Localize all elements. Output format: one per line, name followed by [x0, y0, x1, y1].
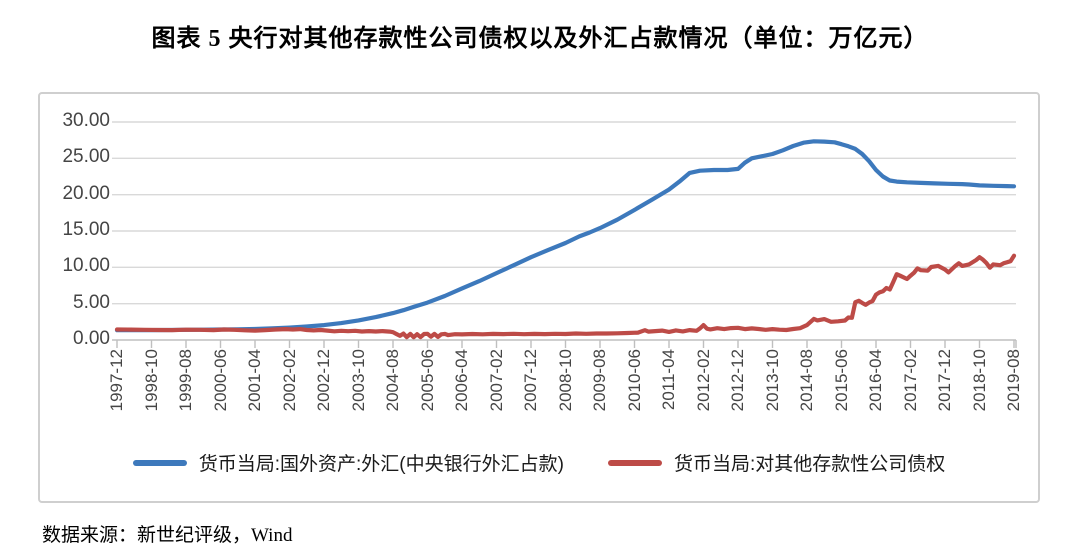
x-axis-tick-label: 2010-06: [624, 349, 644, 412]
x-axis-tick-label: 2013-10: [762, 349, 782, 412]
legend: 货币当局:国外资产:外汇(中央银行外汇占款) 货币当局:对其他存款性公司债权: [40, 449, 1038, 476]
claims-series-swatch: [607, 459, 662, 466]
x-axis-tick-label: 2016-04: [866, 349, 885, 412]
fx-series-swatch: [132, 459, 187, 466]
x-axis-tick-label: 2002-02: [279, 349, 299, 412]
x-axis-tick-label: 2005-06: [417, 349, 437, 412]
x-axis-tick-label: 2003-10: [348, 349, 368, 412]
x-axis-tick-label: 2006-04: [452, 349, 471, 412]
fx-series-label: 货币当局:国外资产:外汇(中央银行外汇占款): [198, 454, 564, 475]
y-axis-tick-label: 20.00: [62, 182, 110, 204]
x-axis-tick-label: 2014-08: [797, 349, 816, 412]
x-axis-tick-label: 1997-12: [107, 349, 126, 412]
x-axis-tick-label: 2019-08: [1004, 349, 1023, 412]
fx-series-line: [114, 139, 1017, 333]
x-axis-tick-label: 2004-08: [383, 349, 402, 412]
chart-title: 图表 5 央行对其他存款性公司债权以及外汇占款情况（单位：万亿元）: [151, 26, 929, 52]
x-axis-tick-label: 2008-10: [555, 349, 575, 412]
claims-series-line: [114, 253, 1017, 340]
plot-svg: [112, 121, 1017, 348]
y-axis-tick-label: 15.00: [62, 219, 110, 240]
x-axis-tick-label: 2018-10: [969, 349, 989, 412]
x-axis-tick-label: 2007-12: [521, 349, 540, 412]
x-axis-tick-label: 2000-06: [210, 349, 230, 412]
x-axis-tick-label: 2001-04: [245, 349, 264, 412]
x-axis-tick-label: 2015-06: [831, 349, 851, 412]
y-axis-tick-label: 5.00: [73, 291, 110, 313]
y-axis-tick-label: 0.00: [73, 328, 110, 349]
x-axis-tick-label: 1999-08: [176, 349, 195, 412]
data-source-note: 数据来源：新世纪评级，Wind: [42, 525, 293, 546]
legend-item-claims: 货币当局:对其他存款性公司债权: [607, 449, 946, 476]
x-axis-tick-label: 2007-02: [486, 349, 506, 412]
x-axis-tick-label: 2012-02: [693, 349, 713, 412]
chart-frame: 30.00 25.00 20.00 15.00 10.00 5.00 0.00 1997-1…: [38, 92, 1040, 503]
x-axis-tick-label: 2012-12: [728, 349, 747, 412]
y-axis-tick-label: 30.00: [62, 110, 110, 131]
legend-item-fx: 货币当局:国外资产:外汇(中央银行外汇占款): [132, 449, 564, 476]
claims-series-label: 货币当局:对其他存款性公司债权: [673, 454, 946, 475]
y-axis-tick-label: 10.00: [62, 255, 110, 277]
x-axis-tick-label: 2002-12: [314, 349, 333, 412]
x-axis-tick-label: 2011-04: [659, 349, 678, 411]
x-axis-tick-label: 1998-10: [141, 349, 161, 412]
x-axis-tick-label: 2017-02: [900, 349, 920, 412]
x-axis-tick-label: 2009-08: [590, 349, 609, 412]
y-axis-tick-label: 25.00: [62, 146, 110, 168]
x-axis-tick-label: 2017-12: [935, 349, 954, 412]
